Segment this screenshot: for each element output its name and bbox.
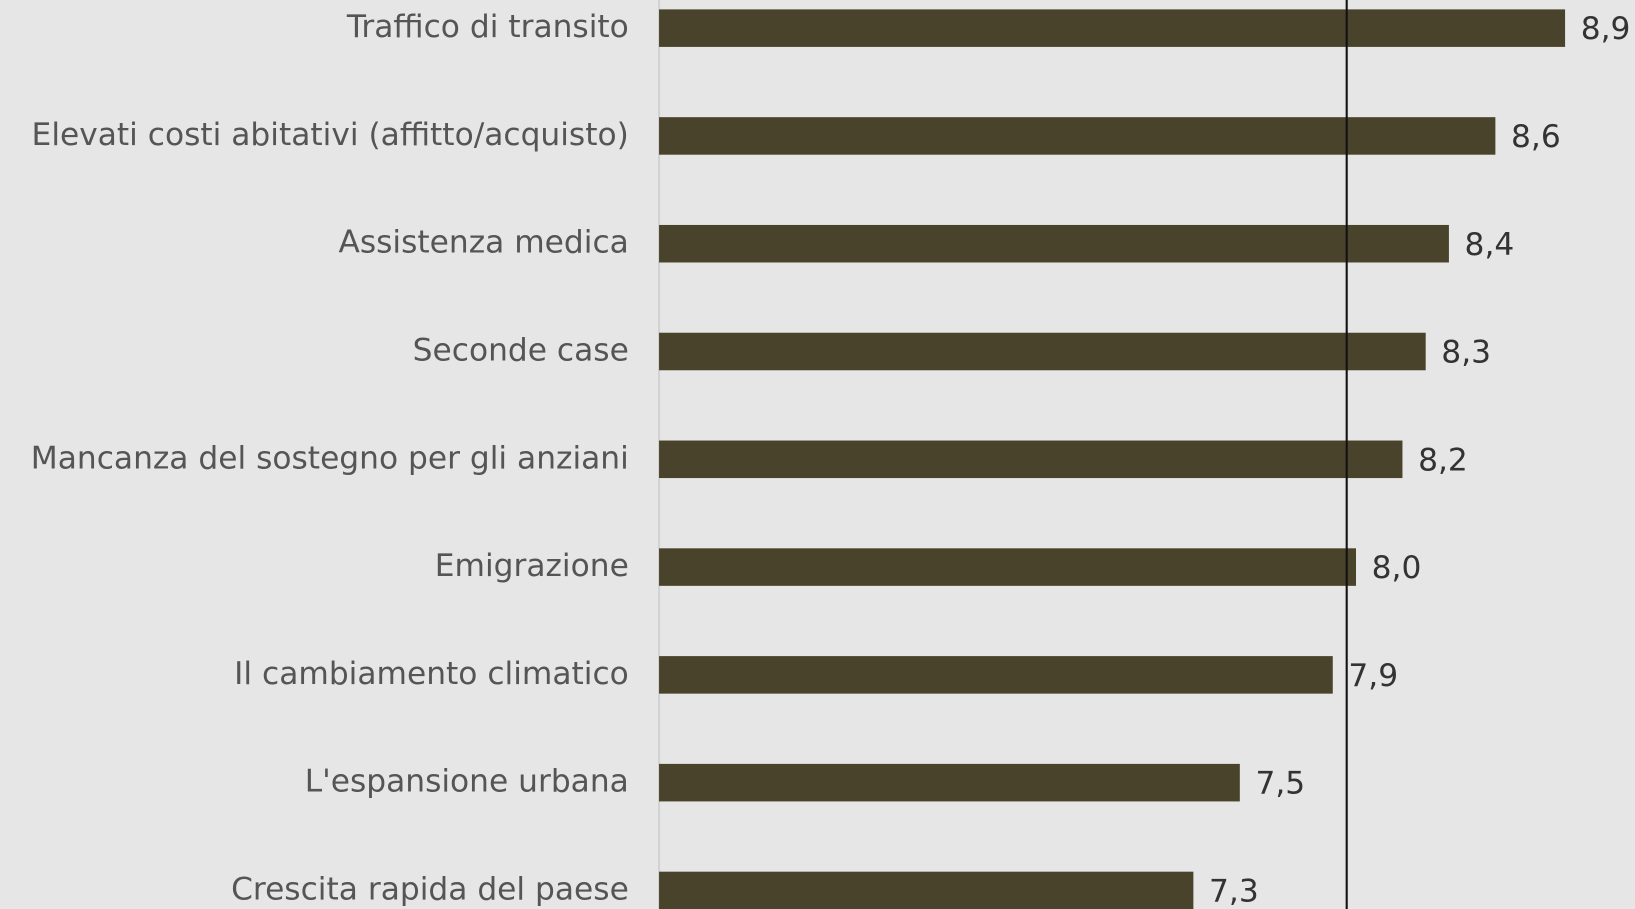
bar xyxy=(659,656,1333,694)
value-label: 7,3 xyxy=(1209,874,1259,909)
value-label: 8,3 xyxy=(1441,335,1491,371)
value-label: 7,5 xyxy=(1255,766,1305,802)
value-label: 8,6 xyxy=(1511,119,1561,155)
category-label: Elevati costi abitativi (affitto/acquist… xyxy=(32,117,629,153)
value-label: 8,2 xyxy=(1418,442,1468,478)
category-label: Assistenza medica xyxy=(338,225,628,261)
category-label: L'espansione urbana xyxy=(305,764,629,800)
bar xyxy=(659,763,1240,802)
bar xyxy=(659,117,1496,155)
bar xyxy=(659,548,1356,586)
category-label: Seconde case xyxy=(413,333,629,369)
category-label: Mancanza del sostegno per gli anziani xyxy=(31,440,629,476)
bar xyxy=(659,332,1426,371)
value-label: 8,4 xyxy=(1465,227,1515,263)
value-label: 8,9 xyxy=(1581,11,1631,47)
bar xyxy=(659,440,1403,479)
category-label: Traffico di transito xyxy=(346,9,629,45)
value-label: 7,9 xyxy=(1348,658,1398,694)
category-label: Emigrazione xyxy=(435,548,629,584)
bar xyxy=(659,224,1449,263)
value-label: 8,0 xyxy=(1372,550,1422,586)
bar xyxy=(659,871,1194,909)
bar xyxy=(659,9,1566,47)
category-label: Crescita rapida del paese xyxy=(231,871,629,907)
category-label: Il cambiamento climatico xyxy=(234,656,629,692)
